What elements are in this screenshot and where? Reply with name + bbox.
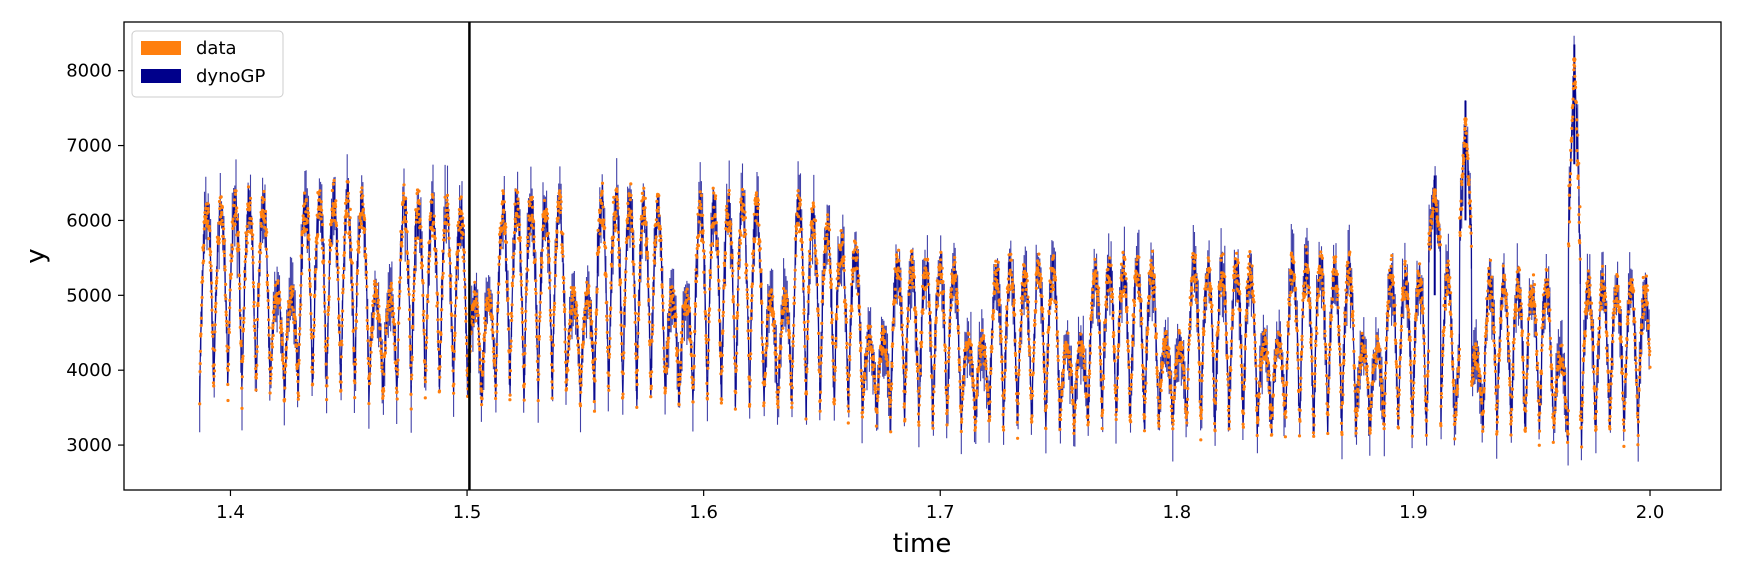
x-tick-label: 1.6 <box>689 502 718 523</box>
x-axis-title: time <box>893 529 952 559</box>
y-tick-label: 7000 <box>66 136 112 157</box>
y-tick-label: 5000 <box>66 285 112 306</box>
x-tick-label: 1.9 <box>1399 502 1428 523</box>
legend-label-dynoGP: dynoGP <box>196 66 265 87</box>
legend: data dynoGP <box>131 30 284 98</box>
legend-swatch-data <box>141 41 181 55</box>
x-tick-label: 1.5 <box>453 502 482 523</box>
data-points <box>198 59 1652 449</box>
plot-frame <box>123 21 1722 491</box>
y-tick-label: 3000 <box>66 435 112 456</box>
y-axis: 3000 4000 5000 6000 7000 8000 <box>66 61 124 456</box>
x-tick-label: 1.4 <box>216 502 245 523</box>
x-tick-label: 1.8 <box>1163 502 1192 523</box>
legend-swatch-dynoGP <box>141 69 181 83</box>
data-spike-point <box>1572 57 1577 62</box>
y-tick-label: 8000 <box>66 61 112 82</box>
legend-label-data: data <box>196 38 237 59</box>
x-axis: 1.4 1.5 1.6 1.7 1.8 1.9 2.0 <box>216 490 1664 523</box>
plot-marks <box>198 35 1652 466</box>
data-spike-point <box>1463 117 1468 122</box>
x-tick-label: 1.7 <box>926 502 955 523</box>
y-tick-label: 6000 <box>66 210 112 231</box>
data-spike-point <box>1432 188 1437 193</box>
x-tick-label: 2.0 <box>1636 502 1665 523</box>
data-points-layer <box>198 57 1652 449</box>
y-tick-label: 4000 <box>66 360 112 381</box>
y-axis-title: y <box>21 248 51 263</box>
